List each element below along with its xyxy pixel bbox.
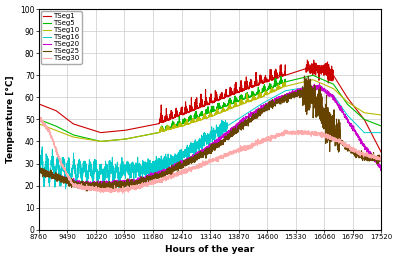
TSeg30: [379, 160, 384, 163]
TSeg30: [36, 115, 41, 118]
TSeg25: [96, 185, 101, 188]
TSeg16: [183, 148, 187, 151]
TSeg20: [78, 185, 83, 188]
TSeg5: [379, 125, 384, 128]
TSeg20: [36, 168, 41, 172]
TSeg25: [379, 160, 384, 163]
TSeg5: [373, 122, 377, 125]
TSeg1: [372, 138, 377, 141]
TSeg25: [373, 156, 377, 159]
TSeg1: [168, 113, 172, 116]
TSeg16: [36, 186, 41, 189]
TSeg25: [36, 166, 41, 169]
TSeg10: [373, 113, 377, 116]
Y-axis label: Temperature [°C]: Temperature [°C]: [6, 76, 15, 163]
Line: TSeg20: TSeg20: [39, 84, 381, 187]
TSeg25: [99, 190, 104, 193]
TSeg30: [76, 186, 80, 189]
TSeg5: [310, 74, 315, 77]
TSeg20: [76, 182, 80, 185]
TSeg30: [336, 139, 340, 142]
TSeg30: [168, 175, 173, 178]
TSeg16: [168, 161, 173, 164]
TSeg16: [76, 165, 80, 168]
TSeg5: [98, 140, 103, 143]
TSeg10: [310, 78, 315, 81]
TSeg1: [76, 124, 80, 127]
Line: TSeg1: TSeg1: [39, 60, 381, 152]
TSeg25: [183, 164, 187, 167]
TSeg1: [36, 102, 41, 106]
TSeg16: [373, 131, 377, 134]
TSeg1: [379, 151, 384, 154]
TSeg5: [36, 118, 41, 121]
TSeg16: [379, 131, 384, 134]
TSeg1: [305, 58, 310, 62]
TSeg10: [183, 123, 187, 126]
TSeg25: [76, 185, 80, 188]
Line: TSeg10: TSeg10: [39, 80, 381, 141]
TSeg30: [120, 192, 125, 195]
TSeg20: [168, 167, 173, 170]
Line: TSeg25: TSeg25: [39, 76, 381, 191]
TSeg16: [116, 187, 121, 191]
TSeg5: [168, 127, 173, 130]
TSeg10: [76, 136, 80, 139]
TSeg20: [96, 181, 101, 184]
TSeg20: [373, 157, 377, 160]
TSeg5: [183, 119, 187, 122]
TSeg10: [379, 113, 384, 116]
TSeg25: [336, 148, 340, 152]
TSeg30: [96, 187, 101, 190]
TSeg30: [373, 155, 377, 159]
TSeg16: [96, 177, 101, 180]
TSeg20: [379, 166, 384, 169]
TSeg5: [76, 134, 80, 138]
TSeg20: [336, 104, 340, 107]
TSeg1: [96, 130, 101, 133]
Legend: TSeg1, TSeg5, TSeg10, TSeg16, TSeg20, TSeg25, TSeg30: TSeg1, TSeg5, TSeg10, TSeg16, TSeg20, TS…: [41, 11, 82, 63]
TSeg1: [336, 81, 340, 84]
X-axis label: Hours of the year: Hours of the year: [166, 245, 255, 255]
TSeg5: [96, 139, 101, 142]
TSeg10: [36, 122, 41, 125]
TSeg20: [317, 82, 322, 85]
Line: TSeg5: TSeg5: [39, 75, 381, 141]
TSeg10: [336, 91, 340, 94]
TSeg10: [168, 128, 173, 131]
TSeg10: [96, 140, 101, 143]
TSeg1: [183, 109, 187, 113]
TSeg10: [98, 140, 103, 143]
TSeg20: [183, 159, 187, 162]
TSeg25: [168, 169, 173, 172]
Line: TSeg30: TSeg30: [39, 115, 381, 193]
TSeg25: [302, 74, 307, 77]
TSeg16: [310, 85, 315, 88]
TSeg16: [336, 100, 340, 103]
TSeg5: [336, 89, 340, 92]
TSeg30: [37, 114, 41, 117]
Line: TSeg16: TSeg16: [39, 86, 381, 189]
TSeg30: [183, 170, 187, 173]
